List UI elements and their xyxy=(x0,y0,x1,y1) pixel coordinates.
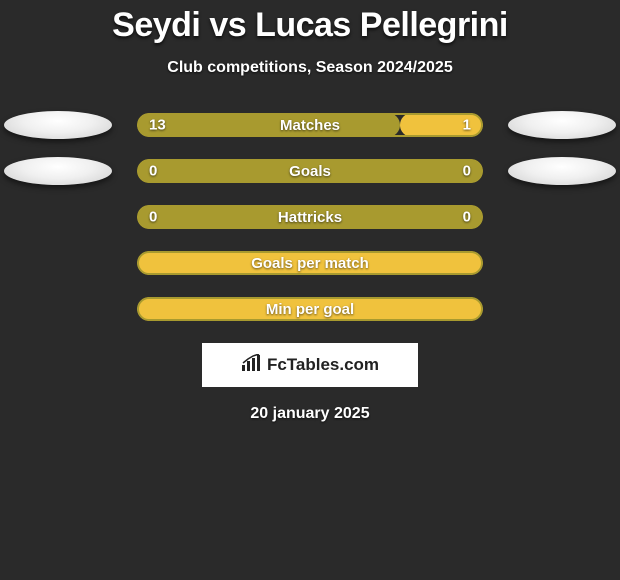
stat-label: Min per goal xyxy=(266,301,354,318)
stat-value-left: 13 xyxy=(149,117,166,134)
subtitle: Club competitions, Season 2024/2025 xyxy=(167,59,452,77)
footer-date: 20 january 2025 xyxy=(250,405,369,423)
player-disc-right xyxy=(508,157,616,185)
stat-label: Hattricks xyxy=(278,209,342,226)
stat-row: 0 0 Hattricks xyxy=(0,205,620,229)
stat-value-right: 1 xyxy=(463,117,471,134)
stat-value-right: 0 xyxy=(463,163,471,180)
stat-row: 0 0 Goals xyxy=(0,159,620,183)
stat-value-right: 0 xyxy=(463,209,471,226)
stat-value-left: 0 xyxy=(149,163,157,180)
brand-text: FcTables.com xyxy=(267,355,379,375)
page-title: Seydi vs Lucas Pellegrini xyxy=(112,6,508,45)
brand-badge: FcTables.com xyxy=(202,343,418,387)
stat-row: 13 1 Matches xyxy=(0,113,620,137)
stat-label: Matches xyxy=(280,117,340,134)
stat-bar: Goals per match xyxy=(137,251,483,275)
player-disc-left xyxy=(4,111,112,139)
stat-row: Goals per match xyxy=(0,251,620,275)
stat-value-left: 0 xyxy=(149,209,157,226)
stat-row: Min per goal xyxy=(0,297,620,321)
stat-bar: 13 1 Matches xyxy=(137,113,483,137)
player-disc-left xyxy=(4,157,112,185)
player-disc-right xyxy=(508,111,616,139)
chart-icon xyxy=(241,354,263,377)
stats-card: Seydi vs Lucas Pellegrini Club competiti… xyxy=(0,0,620,423)
stat-bar: Min per goal xyxy=(137,297,483,321)
stat-label: Goals xyxy=(289,163,331,180)
stats-area: 13 1 Matches 0 0 Goals 0 0 Hattricks Goals per ma… xyxy=(0,113,620,343)
stat-label: Goals per match xyxy=(251,255,369,272)
stat-bar: 0 0 Goals xyxy=(137,159,483,183)
bar-fill-left xyxy=(137,113,400,137)
stat-bar: 0 0 Hattricks xyxy=(137,205,483,229)
